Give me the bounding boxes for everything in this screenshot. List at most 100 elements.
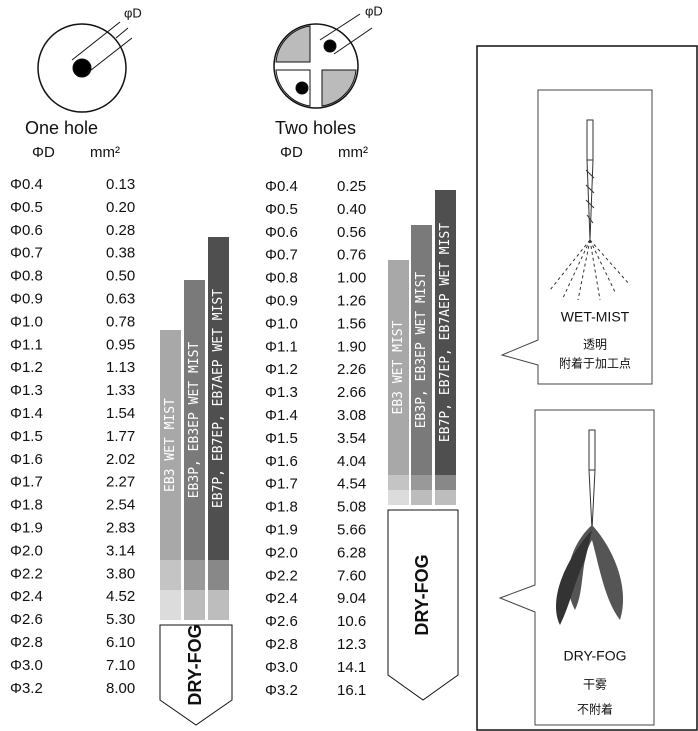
caption-note: 不附着 bbox=[577, 702, 613, 717]
column-header: ΦD bbox=[32, 144, 55, 161]
callout bbox=[502, 90, 652, 384]
diameter: Φ0.6 bbox=[265, 224, 298, 241]
diameter: Φ0.9 bbox=[265, 292, 298, 309]
diameter: Φ0.6 bbox=[10, 222, 43, 239]
bar-fade bbox=[435, 490, 456, 505]
diameter: Φ2.2 bbox=[265, 567, 298, 584]
area: 12.3 bbox=[337, 636, 366, 653]
diameter: Φ3.0 bbox=[10, 657, 43, 674]
bar-label: EB7P, EB7EP, EB7AEP WET MIST bbox=[438, 223, 453, 442]
bar-fade bbox=[388, 490, 409, 505]
area: 1.54 bbox=[106, 405, 135, 422]
area: 0.13 bbox=[106, 176, 135, 193]
dry-fog-label: DRY-FOG bbox=[412, 554, 432, 635]
diameter: Φ0.8 bbox=[265, 270, 298, 287]
area: 4.54 bbox=[337, 476, 366, 493]
diameter: Φ1.8 bbox=[10, 497, 43, 514]
area: 5.08 bbox=[337, 499, 366, 516]
bar-label: EB3 WET MIST bbox=[391, 320, 406, 414]
diameter: Φ1.4 bbox=[10, 405, 43, 422]
area: 7.10 bbox=[106, 657, 135, 674]
diameter: Φ1.2 bbox=[10, 359, 43, 376]
area: 10.6 bbox=[337, 613, 366, 630]
area: 2.27 bbox=[106, 474, 135, 491]
area: 5.66 bbox=[337, 521, 366, 538]
caption: DRY-FOG bbox=[563, 648, 626, 664]
diameter: Φ1.9 bbox=[10, 519, 43, 536]
diameter: Φ3.0 bbox=[265, 659, 298, 676]
area: 7.60 bbox=[337, 567, 366, 584]
area: 3.08 bbox=[337, 407, 366, 424]
diameter: Φ2.2 bbox=[10, 565, 43, 582]
bar-fade bbox=[435, 475, 456, 490]
diameter: Φ0.5 bbox=[265, 201, 298, 218]
area: 0.25 bbox=[337, 178, 366, 195]
area: 3.54 bbox=[337, 430, 366, 447]
diameter: Φ1.5 bbox=[265, 430, 298, 447]
diameter: Φ1.9 bbox=[265, 521, 298, 538]
bar-label: EB3P, EB3EP WET MIST bbox=[187, 342, 202, 499]
area: 1.77 bbox=[106, 428, 135, 445]
diameter: Φ1.0 bbox=[10, 313, 43, 330]
diameter: Φ3.2 bbox=[265, 682, 298, 699]
dry-fog-label: DRY-FOG bbox=[185, 624, 205, 705]
area: 0.20 bbox=[106, 199, 135, 216]
diameter: Φ1.3 bbox=[10, 382, 43, 399]
diameter: Φ2.0 bbox=[10, 542, 43, 559]
bar-label: EB3 WET MIST bbox=[163, 398, 178, 492]
diameter: Φ1.6 bbox=[10, 451, 43, 468]
bar-label: EB3P, EB3EP WET MIST bbox=[414, 272, 429, 429]
table-title: One hole bbox=[25, 118, 98, 138]
area: 0.40 bbox=[337, 201, 366, 218]
diameter: Φ1.5 bbox=[10, 428, 43, 445]
bar-fade bbox=[411, 490, 432, 505]
area: 3.14 bbox=[106, 542, 135, 559]
area: 1.56 bbox=[337, 315, 366, 332]
diameter-label: φD bbox=[124, 5, 142, 20]
column-header: mm² bbox=[338, 144, 368, 161]
area: 16.1 bbox=[337, 682, 366, 699]
diameter: Φ0.7 bbox=[10, 245, 43, 262]
diameter: Φ0.8 bbox=[10, 268, 43, 285]
area: 2.83 bbox=[106, 519, 135, 536]
bar-fade bbox=[208, 590, 229, 620]
diameter: Φ1.2 bbox=[265, 361, 298, 378]
column-header: ΦD bbox=[280, 144, 303, 161]
two-holes-icon bbox=[274, 14, 372, 108]
area: 0.56 bbox=[337, 224, 366, 241]
bar-fade bbox=[160, 590, 181, 620]
area: 2.26 bbox=[337, 361, 366, 378]
area: 0.95 bbox=[106, 336, 135, 353]
bar-fade bbox=[184, 560, 205, 590]
diameter: Φ1.4 bbox=[265, 407, 298, 424]
diameter: Φ1.7 bbox=[265, 476, 298, 493]
caption-note: 附着于加工点 bbox=[559, 356, 631, 371]
diameter: Φ2.0 bbox=[265, 544, 298, 561]
bar-label: EB7P, EB7EP, EB7AEP WET MIST bbox=[211, 289, 226, 508]
diameter: Φ3.2 bbox=[10, 680, 43, 697]
area: 6.28 bbox=[337, 544, 366, 561]
diameter: Φ2.6 bbox=[10, 611, 43, 628]
area: 0.63 bbox=[106, 290, 135, 307]
caption-note: 透明 bbox=[583, 338, 607, 352]
diameter: Φ1.3 bbox=[265, 384, 298, 401]
area: 1.00 bbox=[337, 270, 366, 287]
diameter: Φ0.7 bbox=[265, 247, 298, 264]
bar-fade bbox=[411, 475, 432, 490]
area: 1.26 bbox=[337, 292, 366, 309]
diameter: Φ1.1 bbox=[265, 338, 298, 355]
area: 6.10 bbox=[106, 634, 135, 651]
area: 1.13 bbox=[106, 359, 135, 376]
diameter: Φ2.8 bbox=[10, 634, 43, 651]
area: 0.38 bbox=[106, 245, 135, 262]
diameter: Φ1.7 bbox=[10, 474, 43, 491]
table-title: Two holes bbox=[275, 118, 356, 138]
diameter: Φ2.8 bbox=[265, 636, 298, 653]
area: 2.02 bbox=[106, 451, 135, 468]
diameter: Φ2.4 bbox=[265, 590, 298, 607]
bar-fade bbox=[184, 590, 205, 620]
column-header: mm² bbox=[90, 144, 120, 161]
diameter: Φ2.4 bbox=[10, 588, 43, 605]
area: 4.52 bbox=[106, 588, 135, 605]
